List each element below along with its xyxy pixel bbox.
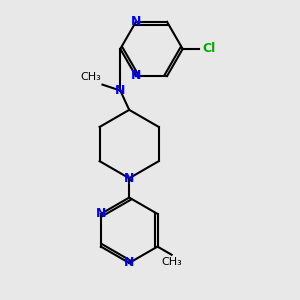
Text: CH₃: CH₃: [161, 257, 182, 267]
Text: N: N: [115, 84, 125, 97]
Text: N: N: [96, 207, 106, 220]
Text: N: N: [131, 15, 141, 28]
Text: Cl: Cl: [202, 42, 215, 56]
Text: N: N: [124, 256, 134, 269]
Text: N: N: [131, 70, 141, 83]
Text: CH₃: CH₃: [80, 72, 101, 82]
Text: N: N: [124, 172, 134, 185]
